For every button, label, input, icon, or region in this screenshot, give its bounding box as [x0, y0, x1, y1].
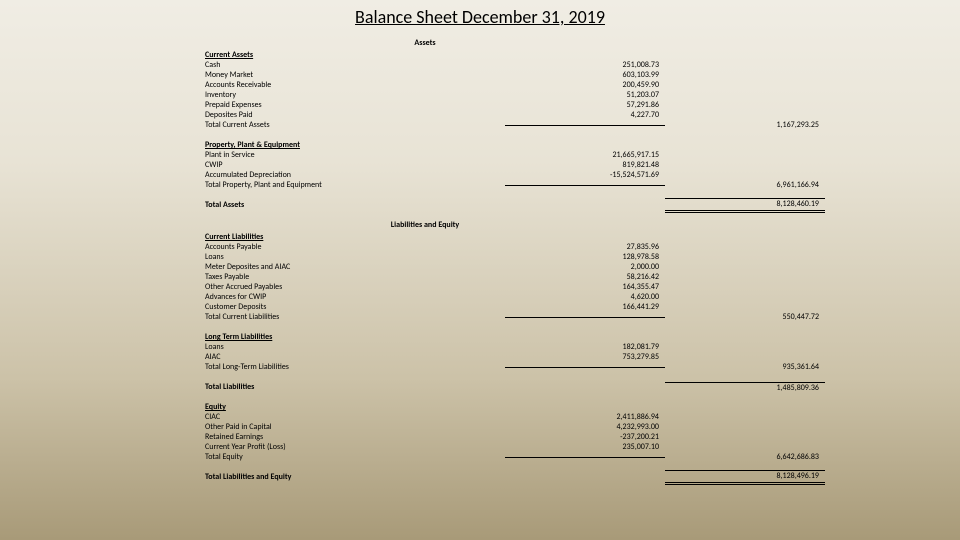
line-item-value: 57,291.86 — [505, 100, 665, 110]
line-item-label: Prepaid Expenses — [205, 100, 505, 110]
current-liabilities-heading: Current Liabilities — [205, 232, 505, 242]
current-assets-heading: Current Assets — [205, 50, 505, 60]
line-item-label: Accumulated Depreciation — [205, 170, 505, 180]
line-item-value: 21,665,917.15 — [505, 150, 665, 160]
total-assets-value: 8,128,460.19 — [665, 198, 825, 213]
total-liab-equity-value: 8,128,496.19 — [665, 470, 825, 485]
line-item-label: Plant in Service — [205, 150, 505, 160]
total-liab-equity-label: Total Liabilities and Equity — [205, 472, 505, 482]
line-item-label: Cash — [205, 60, 505, 70]
liabilities-section-label: Liabilities and Equity — [205, 220, 645, 230]
line-item-value: 2,411,886.94 — [505, 412, 665, 422]
line-item-value: 753,279.85 — [505, 352, 665, 362]
line-item-label: Current Year Profit (Loss) — [205, 442, 505, 452]
line-item-label: Other Paid in Capital — [205, 422, 505, 432]
line-item-label: Loans — [205, 342, 505, 352]
line-item-label: Customer Deposits — [205, 302, 505, 312]
equity-heading: Equity — [205, 402, 505, 412]
line-item-value: 166,441.29 — [505, 302, 665, 312]
line-item-label: CWIP — [205, 160, 505, 170]
line-item-value: -15,524,571.69 — [505, 170, 665, 180]
total-current-assets-value: 1,167,293.25 — [665, 120, 825, 130]
line-item-label: Accounts Payable — [205, 242, 505, 252]
total-liabilities-label: Total Liabilities — [205, 382, 505, 392]
total-current-liabilities-label: Total Current Liabilities — [205, 312, 505, 322]
line-item-value: 58,216.42 — [505, 272, 665, 282]
line-item-label: Inventory — [205, 90, 505, 100]
line-item-label: CIAC — [205, 412, 505, 422]
line-item-label: Other Accrued Payables — [205, 282, 505, 292]
total-current-assets-label: Total Current Assets — [205, 120, 505, 130]
long-term-liabilities-heading: Long Term Liabilities — [205, 332, 505, 342]
line-item-value: 2,000.00 — [505, 262, 665, 272]
line-item-label: Advances for CWIP — [205, 292, 505, 302]
balance-sheet: Assets Current Assets Cash251,008.73Mone… — [205, 38, 935, 482]
line-item-value: 200,459.90 — [505, 80, 665, 90]
line-item-value: 4,227.70 — [505, 110, 665, 120]
line-item-label: Loans — [205, 252, 505, 262]
total-lt-liabilities-value: 935,361.64 — [665, 362, 825, 372]
line-item-label: Retained Earnings — [205, 432, 505, 442]
total-assets-label: Total Assets — [205, 200, 505, 210]
total-current-liabilities-value: 550,447.72 — [665, 312, 825, 322]
line-item-value: 235,007.10 — [505, 442, 665, 452]
line-item-value: 251,008.73 — [505, 60, 665, 70]
line-item-value: -237,200.21 — [505, 432, 665, 442]
line-item-value: 128,978.58 — [505, 252, 665, 262]
line-item-label: Accounts Receivable — [205, 80, 505, 90]
total-equity-value: 6,642,686.83 — [665, 452, 825, 462]
line-item-label: Meter Deposites and AIAC — [205, 262, 505, 272]
total-equity-label: Total Equity — [205, 452, 505, 462]
line-item-value: 27,835.96 — [505, 242, 665, 252]
line-item-value: 603,103.99 — [505, 70, 665, 80]
assets-section-label: Assets — [205, 38, 645, 48]
line-item-value: 164,355.47 — [505, 282, 665, 292]
total-liabilities-value: 1,485,809.36 — [665, 382, 825, 393]
line-item-value: 51,203.07 — [505, 90, 665, 100]
total-ppe-label: Total Property, Plant and Equipment — [205, 180, 505, 190]
line-item-value: 4,232,993.00 — [505, 422, 665, 432]
line-item-label: Taxes Payable — [205, 272, 505, 282]
line-item-value: 4,620.00 — [505, 292, 665, 302]
line-item-label: AIAC — [205, 352, 505, 362]
line-item-value: 182,081.79 — [505, 342, 665, 352]
line-item-value: 819,821.48 — [505, 160, 665, 170]
total-ppe-value: 6,961,166.94 — [665, 180, 825, 190]
line-item-label: Money Market — [205, 70, 505, 80]
ppe-heading: Property, Plant & Equipment — [205, 140, 505, 150]
total-lt-liabilities-label: Total Long-Term Liabilities — [205, 362, 505, 372]
page-title: Balance Sheet December 31, 2019 — [0, 0, 960, 28]
line-item-label: Deposites Paid — [205, 110, 505, 120]
